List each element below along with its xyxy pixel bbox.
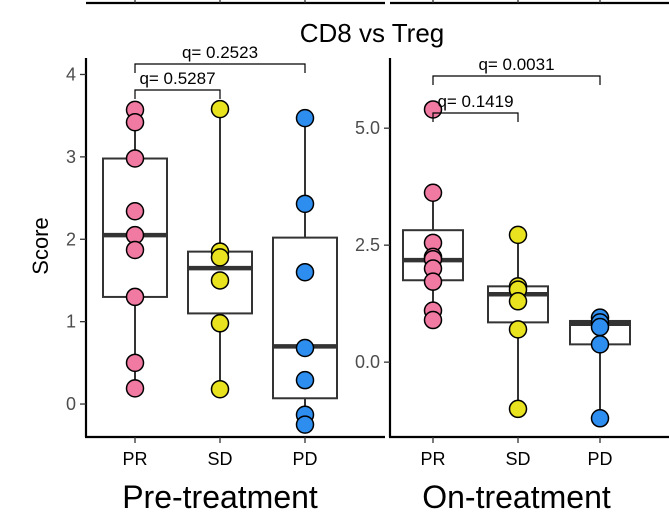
data-point-sd: [210, 99, 230, 119]
x-tick-label-pd: PD: [587, 449, 612, 469]
chart-title: CD8 vs Treg: [300, 18, 445, 48]
comparison-bracket-pr-sd: q= 0.5287: [134, 69, 221, 99]
panel-on-treatment: 0.0 2.5 5.0 PR SD PD q= 0.1419 q= 0.0031 On-trea…: [355, 55, 669, 515]
comparison-bracket-pr-sd: q= 0.1419: [432, 92, 519, 122]
data-point-sd: [508, 225, 528, 245]
data-point-pd: [295, 415, 315, 434]
y-tick-label: 2.5: [355, 235, 380, 255]
data-point-pr: [423, 183, 443, 203]
y-tick-label: 5.0: [355, 118, 380, 138]
data-point-pd: [590, 409, 610, 428]
data-point-sd: [508, 320, 528, 339]
panel-label-on-treatment: On-treatment: [422, 479, 611, 515]
y-tick-label: 0: [66, 394, 76, 414]
data-point-pd: [295, 108, 315, 128]
cropped-upper-figure-edge: [86, 0, 669, 5]
x-tick-label-pd: PD: [292, 449, 317, 469]
panel-label-pre-treatment: Pre-treatment: [122, 479, 318, 515]
data-point-sd: [210, 379, 230, 399]
y-tick-label: 1: [66, 312, 76, 332]
bracket-line: [134, 63, 306, 73]
q-value-label: q= 0.0031: [478, 55, 554, 74]
y-tick-label: 2: [66, 229, 76, 249]
data-point-sd: [508, 399, 528, 419]
data-point-pr: [125, 287, 145, 307]
q-value-label: q= 0.2523: [182, 43, 258, 62]
y-tick-label: 0.0: [355, 352, 380, 372]
data-point-pd: [295, 370, 315, 390]
data-point-pr: [423, 272, 443, 291]
data-point-pr: [125, 149, 145, 168]
data-point-sd: [210, 314, 230, 333]
data-point-sd: [508, 292, 528, 311]
panel-pre-treatment: 0 1 2 3 4 PR SD PD q= 0.5287 q= 0.2523 Pre-treatme…: [66, 43, 385, 515]
data-point-pd: [295, 262, 315, 282]
bracket-line: [432, 112, 519, 122]
data-point-pr: [125, 379, 145, 398]
q-value-label: q= 0.5287: [139, 69, 215, 88]
data-point-sd: [210, 248, 230, 267]
x-tick-label-sd: SD: [505, 449, 530, 469]
y-tick-label: 3: [66, 147, 76, 167]
comparison-bracket-pr-pd: q= 0.2523: [134, 43, 306, 73]
x-tick-label-pr: PR: [420, 449, 445, 469]
y-tick-label: 4: [66, 64, 76, 84]
data-point-pr: [423, 310, 443, 330]
data-point-pr: [125, 353, 145, 373]
q-value-label: q= 0.1419: [437, 92, 513, 111]
y-axis-title: Score: [28, 217, 53, 274]
data-point-pr: [125, 240, 145, 260]
data-point-pd: [295, 194, 315, 214]
data-point-pd: [295, 338, 315, 358]
comparison-bracket-pr-pd: q= 0.0031: [432, 55, 601, 85]
data-point-pd: [590, 335, 610, 354]
data-point-pd: [590, 317, 610, 337]
data-point-sd: [210, 271, 230, 290]
x-tick-label-pr: PR: [122, 449, 147, 469]
data-point-pr: [125, 113, 145, 132]
data-point-pr: [125, 201, 145, 221]
x-tick-label-sd: SD: [207, 449, 232, 469]
bracket-line: [432, 75, 601, 85]
bracket-line: [134, 89, 221, 99]
